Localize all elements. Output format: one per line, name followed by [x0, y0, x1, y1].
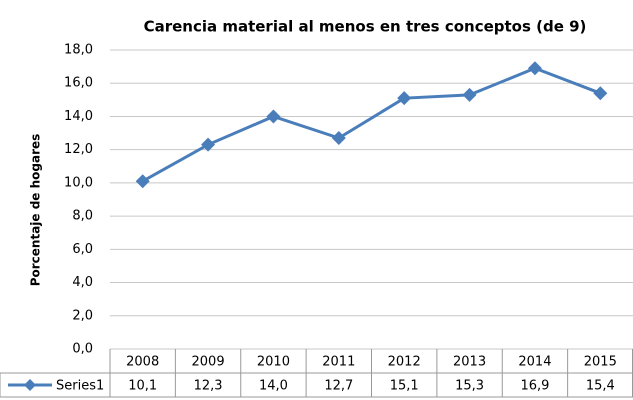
y-tick-label: 4,0	[72, 275, 93, 290]
x-tick-label: 2014	[518, 355, 551, 370]
x-tick-label: 2015	[584, 355, 617, 370]
y-tick-label: 6,0	[72, 242, 93, 257]
point-marker	[527, 61, 542, 76]
point-marker	[266, 109, 281, 124]
y-tick-label: 12,0	[64, 142, 93, 157]
value-label: 12,7	[324, 379, 353, 394]
series-line	[141, 66, 601, 183]
value-label: 15,4	[586, 379, 615, 394]
value-label: 15,3	[455, 379, 484, 394]
y-tick-label: 18,0	[64, 43, 93, 58]
point-marker	[593, 86, 608, 101]
y-axis-title: Porcentaje de hogares	[29, 134, 43, 287]
point-marker	[135, 174, 150, 189]
value-label: 15,1	[390, 379, 419, 394]
y-tick-label: 14,0	[64, 109, 93, 124]
y-tick-label: 8,0	[72, 209, 93, 224]
x-tick-label: 2012	[388, 355, 421, 370]
value-label: 16,9	[520, 379, 549, 394]
x-tick-label: 2008	[126, 355, 159, 370]
x-tick-label: 2011	[322, 355, 355, 370]
x-tick-label: 2013	[453, 355, 486, 370]
legend-label: Series1	[56, 379, 104, 394]
x-tick-label: 2009	[192, 355, 225, 370]
y-tick-label: 2,0	[72, 308, 93, 323]
point-marker	[397, 91, 412, 106]
y-tick-label: 10,0	[64, 175, 93, 190]
point-marker	[331, 131, 346, 146]
value-label: 10,1	[128, 379, 157, 394]
y-tick-label: 16,0	[64, 76, 93, 91]
y-tick-label: 0,0	[72, 342, 93, 357]
legend-marker	[24, 379, 36, 391]
chart-title: Carencia material al menos en tres conce…	[144, 18, 587, 36]
value-label: 14,0	[259, 379, 288, 394]
point-marker	[201, 137, 216, 152]
value-label: 12,3	[194, 379, 223, 394]
x-tick-label: 2010	[257, 355, 290, 370]
point-marker	[462, 87, 477, 102]
